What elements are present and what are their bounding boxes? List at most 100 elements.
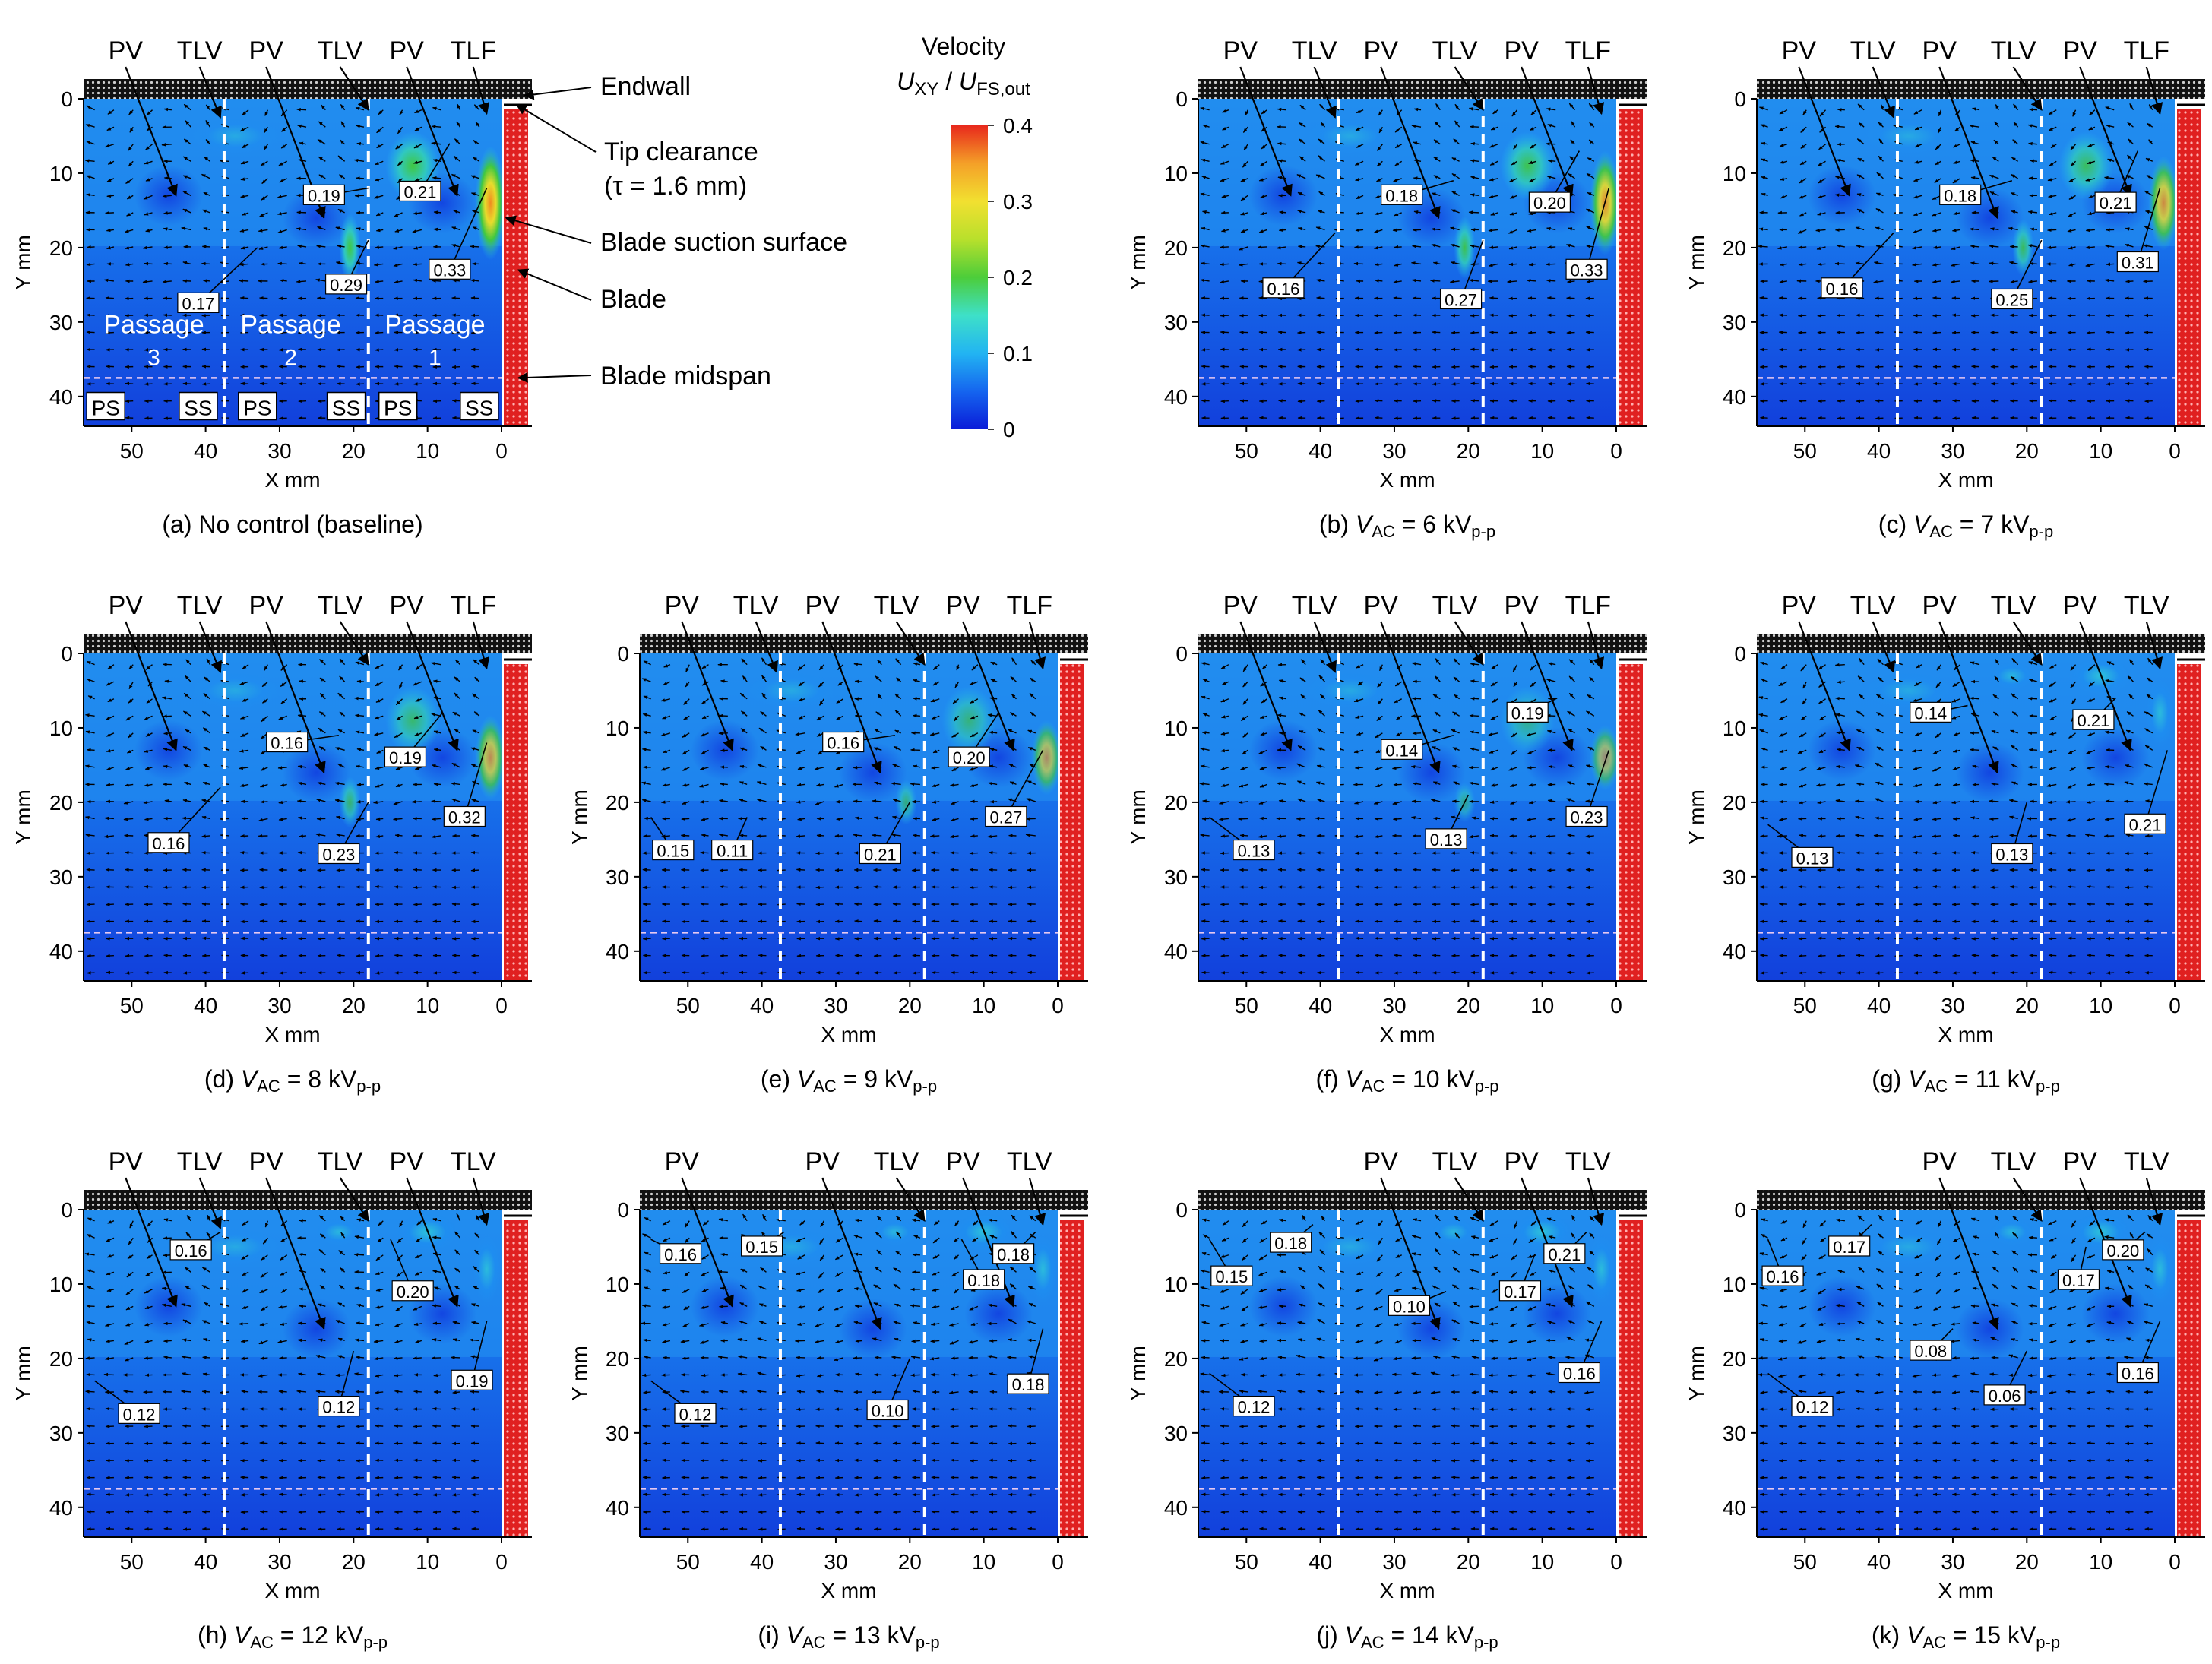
vortex-label: TLF <box>451 591 496 620</box>
x-tick-label: 0 <box>1610 994 1622 1017</box>
y-tick-label: 0 <box>617 642 629 666</box>
endwall <box>84 634 532 653</box>
vortex-label: TLV <box>1432 36 1478 65</box>
vortex-label: PV <box>1223 591 1258 620</box>
value-label: 0.17 <box>1833 1238 1865 1257</box>
x-axis-label: X mm <box>1938 1023 1993 1046</box>
x-tick-label: 40 <box>1309 994 1332 1017</box>
endwall <box>1757 634 2205 653</box>
value-label: 0.16 <box>153 834 185 853</box>
vortex-label: TLV <box>177 36 223 65</box>
x-axis-label: X mm <box>264 468 320 492</box>
x-tick-label: 50 <box>676 1550 700 1574</box>
panel-caption: (e) VAC = 9 kVp-p <box>761 1065 937 1096</box>
x-tick-label: 0 <box>495 439 508 463</box>
x-tick-label: 0 <box>495 1550 508 1574</box>
vortex-label: TLV <box>733 591 779 620</box>
x-tick-label: 50 <box>1235 439 1258 463</box>
annotation-label: Blade midspan <box>600 362 771 391</box>
y-tick-label: 0 <box>1176 87 1188 111</box>
y-tick-label: 20 <box>1164 791 1188 815</box>
vortex-label: TLV <box>318 1147 363 1176</box>
value-label: 0.20 <box>2106 1242 2139 1261</box>
x-tick-label: 20 <box>2015 1550 2039 1574</box>
x-tick-label: 20 <box>898 1550 922 1574</box>
colorbar: Velocity UXY / UFS,out 0.4 0.3 0.2 0.1 0 <box>897 33 1033 441</box>
colorbar-tick: 0.2 <box>1003 266 1033 289</box>
y-tick-label: 30 <box>49 865 73 889</box>
vector-arrows <box>641 657 1036 975</box>
vortex-label: PV <box>1922 1147 1957 1176</box>
x-tick-label: 20 <box>342 1550 366 1574</box>
vortex-label: PV <box>109 591 144 620</box>
vortex-label: TLV <box>1565 1147 1611 1176</box>
x-tick-label: 20 <box>2015 439 2039 463</box>
passage-number: 2 <box>284 346 297 371</box>
value-label: 0.16 <box>1826 280 1859 299</box>
y-tick-label: 0 <box>61 1198 73 1222</box>
value-label: 0.12 <box>123 1405 156 1424</box>
y-tick-label: 20 <box>606 1347 629 1371</box>
value-callouts: 0.16 0.17 0.12 0.08 0.06 0.17 0.20 0.16 <box>1761 1224 2161 1417</box>
value-label: 0.20 <box>1533 194 1566 213</box>
y-tick-label: 0 <box>1734 87 1746 111</box>
x-tick-label: 10 <box>2089 1550 2112 1574</box>
vortex-label: TLV <box>874 591 919 620</box>
vortex-label: PV <box>390 591 425 620</box>
panel-caption: (b) VAC = 6 kVp-p <box>1319 511 1495 541</box>
x-tick-label: 10 <box>416 439 439 463</box>
panel-a: 50 40 30 20 10 0 0 10 20 30 40 X mm Y mm (a) No contr… <box>11 36 847 538</box>
x-tick-label: 0 <box>1052 994 1064 1017</box>
x-tick-label: 40 <box>750 994 774 1017</box>
vortex-label: TLF <box>1565 36 1611 65</box>
y-tick-label: 10 <box>1723 1273 1746 1296</box>
y-tick-label: 30 <box>49 311 73 334</box>
endwall <box>84 79 532 99</box>
x-tick-label: 0 <box>2169 1550 2181 1574</box>
x-tick-label: 30 <box>1941 994 1964 1017</box>
x-tick-label: 50 <box>120 994 144 1017</box>
blade <box>504 1220 528 1537</box>
blade <box>1060 1220 1084 1537</box>
value-label: 0.27 <box>989 808 1022 827</box>
value-label: 0.16 <box>664 1245 697 1264</box>
value-label: 0.13 <box>1238 842 1271 861</box>
y-tick-label: 40 <box>1723 940 1746 963</box>
vortex-label: TLV <box>1991 591 2036 620</box>
y-tick-label: 10 <box>606 1273 629 1296</box>
panel-b: 50 40 30 20 10 0 0 10 20 30 40 X mm Y mm (b) VAC = 6 … <box>1126 36 1647 541</box>
baseline-annotations: Passage 3 Passage 2 Passage 1 PS SS PS SS PS SS Endw… <box>86 72 847 421</box>
panel-f: 50 40 30 20 10 0 0 10 20 30 40 X mm Y mm (f) VAC = 10… <box>1126 591 1647 1096</box>
value-label: 0.16 <box>1267 280 1300 299</box>
x-tick-label: 40 <box>194 439 217 463</box>
value-label: 0.20 <box>397 1283 429 1302</box>
x-axis-label: X mm <box>264 1023 320 1046</box>
x-axis-label: X mm <box>1379 1579 1435 1602</box>
x-tick-label: 50 <box>676 994 700 1017</box>
panel-caption: (i) VAC = 13 kVp-p <box>758 1621 939 1652</box>
colorbar-tick: 0.1 <box>1003 342 1033 365</box>
y-tick-label: 20 <box>1723 236 1746 260</box>
vortex-label: PV <box>946 1147 981 1176</box>
x-axis-label: X mm <box>821 1579 876 1602</box>
vortex-label: TLV <box>1292 591 1337 620</box>
vortex-label: TLV <box>318 36 363 65</box>
vortex-label: PV <box>1505 1147 1540 1176</box>
vortex-label: TLV <box>1850 591 1896 620</box>
y-tick-label: 0 <box>1734 642 1746 666</box>
y-tick-label: 0 <box>61 87 73 111</box>
blade <box>1619 109 1643 426</box>
x-tick-label: 30 <box>1382 439 1406 463</box>
vortex-label: TLV <box>874 1147 919 1176</box>
value-label: 0.16 <box>271 734 303 753</box>
y-tick-label: 10 <box>1723 717 1746 740</box>
y-tick-label: 10 <box>1723 162 1746 185</box>
x-tick-label: 10 <box>972 994 995 1017</box>
x-tick-label: 50 <box>1235 1550 1258 1574</box>
x-tick-label: 20 <box>2015 994 2039 1017</box>
y-tick-label: 40 <box>606 940 629 963</box>
vortex-label: TLV <box>451 1147 496 1176</box>
value-label: 0.16 <box>1767 1267 1799 1286</box>
value-callouts: 0.13 0.14 0.13 0.21 0.21 <box>1767 698 2169 868</box>
